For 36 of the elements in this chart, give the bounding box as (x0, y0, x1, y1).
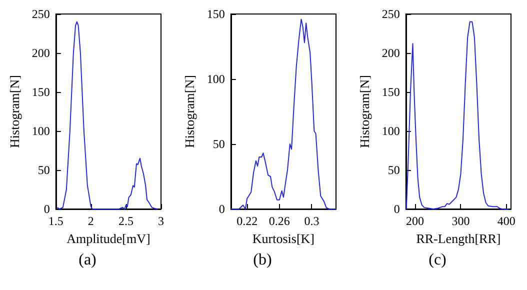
x-tick-label: 200 (406, 214, 424, 228)
y-axis-title: Histogram[N] (182, 75, 197, 148)
y-tick-label: 0 (394, 202, 400, 216)
y-axis-title: Histogram[N] (7, 75, 22, 148)
y-tick-label: 0 (218, 202, 225, 216)
y-tick-label: 250 (32, 7, 50, 21)
y-tick-label: 150 (32, 85, 50, 99)
x-axis-title: RR-Length[RR] (416, 230, 501, 246)
x-tick-label: 2 (88, 214, 94, 228)
x-tick-label: 300 (452, 214, 470, 228)
x-tick-label: 400 (497, 214, 516, 228)
y-tick-label: 100 (32, 124, 50, 138)
text: (b) (253, 252, 272, 268)
y-tick-label: 0 (44, 202, 50, 216)
y-tick-label: 150 (382, 85, 400, 99)
x-axis-title: Amplitude[mV] (66, 230, 150, 246)
y-tick-label: 50 (388, 163, 400, 177)
y-tick-label: 50 (212, 137, 225, 151)
y-tick-label: 200 (382, 46, 400, 60)
y-tick-label: 100 (206, 72, 225, 86)
y-tick-label: 50 (38, 163, 50, 177)
line-series (56, 21, 158, 210)
x-tick-label: 3 (158, 214, 164, 228)
y-axis-title: Histogram[N] (357, 75, 372, 148)
x-tick-label: 2.5 (118, 214, 134, 228)
y-tick-label: 250 (382, 7, 400, 21)
x-tick-label: 0.3 (304, 214, 320, 228)
x-tick-label: 0.26 (268, 214, 290, 228)
x-tick-label: 1.5 (48, 214, 64, 228)
y-tick-label: 200 (32, 46, 50, 60)
text: (c) (428, 252, 446, 268)
y-tick-label: 100 (382, 124, 400, 138)
y-tick-label: 150 (206, 7, 225, 21)
x-tick-label: 0.22 (236, 214, 258, 228)
x-axis-title: Kurtosis[K] (252, 230, 315, 246)
text: (a) (78, 252, 96, 268)
